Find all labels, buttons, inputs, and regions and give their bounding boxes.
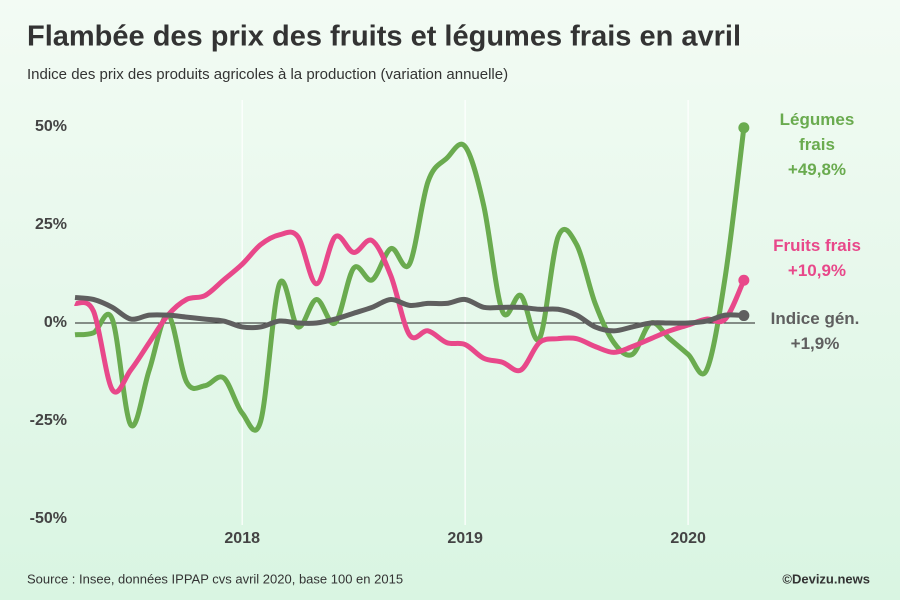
y-tick-label: -25%: [30, 412, 67, 429]
end-value-label: +49,8%: [787, 160, 847, 179]
series-line: [74, 295, 744, 334]
end-dot: [738, 274, 750, 286]
credit: ©Devizu.news: [782, 571, 870, 586]
series-line: [74, 127, 747, 433]
series-label: Indice gén. +1,9%: [755, 306, 875, 356]
y-tick-label: 25%: [35, 216, 67, 233]
series-label: Fruits frais +10,9%: [757, 233, 877, 283]
end-value-label: +10,9%: [787, 261, 847, 280]
y-tick-label: -50%: [30, 510, 67, 527]
chart-title: Flambée des prix des fruits et légumes f…: [27, 21, 741, 53]
end-dot: [738, 310, 750, 322]
series-label: Légumes frais +49,8%: [772, 107, 862, 182]
y-tick-label: 50%: [35, 118, 67, 135]
legend-entry: Indice gén.: [770, 309, 860, 328]
source: Source : Insee, données IPPAP cvs avril …: [27, 571, 403, 586]
end-dot: [738, 122, 750, 134]
chart-subtitle: Indice des prix des produits agricoles à…: [27, 66, 508, 83]
legend-entry: Légumes frais: [779, 110, 855, 154]
series-line: [74, 229, 747, 395]
x-tick-label: 2020: [670, 530, 706, 547]
x-tick-label: 2018: [224, 530, 260, 547]
legend-entry: Fruits frais: [773, 236, 861, 255]
x-tick-label: 2019: [447, 530, 483, 547]
end-value-label: +1,9%: [790, 334, 840, 353]
y-tick-label: 0%: [44, 314, 67, 331]
